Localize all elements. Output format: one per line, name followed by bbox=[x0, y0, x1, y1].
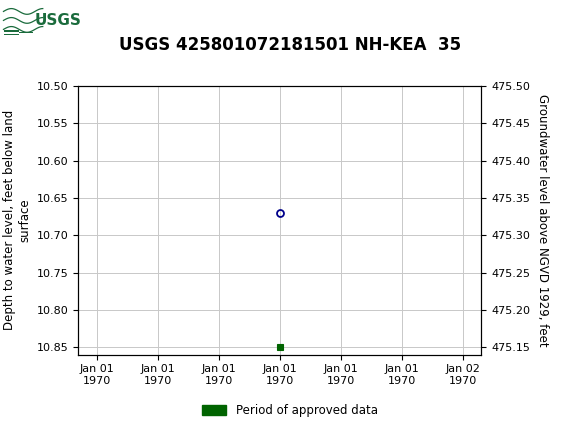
Y-axis label: Groundwater level above NGVD 1929, feet: Groundwater level above NGVD 1929, feet bbox=[536, 94, 549, 347]
Y-axis label: Depth to water level, feet below land
surface: Depth to water level, feet below land su… bbox=[3, 110, 31, 331]
Text: USGS 425801072181501 NH-KEA  35: USGS 425801072181501 NH-KEA 35 bbox=[119, 36, 461, 54]
Bar bbox=[4, 34, 19, 35]
Bar bbox=[19, 32, 33, 34]
Text: USGS: USGS bbox=[35, 13, 82, 28]
Bar bbox=[4, 31, 19, 32]
Bar bbox=[2, 3, 92, 38]
Legend: Period of approved data: Period of approved data bbox=[198, 399, 382, 422]
